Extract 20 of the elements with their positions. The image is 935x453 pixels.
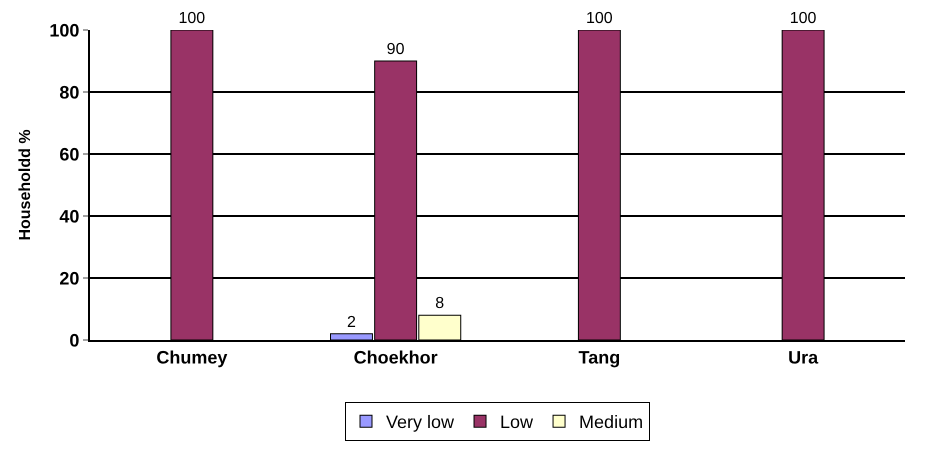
data-label: 2: [346, 314, 356, 331]
y-tick-label: 60: [59, 144, 80, 164]
data-label: 100: [178, 10, 206, 27]
data-label: 100: [586, 10, 613, 27]
legend-label: Low: [500, 412, 534, 432]
data-label: 100: [790, 10, 817, 27]
y-tick-label: 0: [69, 330, 80, 350]
x-tick-label: Choekhor: [354, 348, 438, 368]
x-tick-label: Chumey: [156, 348, 228, 368]
legend-label: Very low: [386, 412, 456, 432]
y-tick-label: 40: [59, 206, 80, 226]
legend-label: Medium: [579, 412, 644, 432]
y-tick-label: 80: [59, 82, 80, 102]
x-tick-label: Ura: [788, 348, 820, 368]
x-tick-label: Tang: [578, 348, 620, 368]
data-label: 90: [386, 41, 405, 58]
y-tick-label: 20: [59, 268, 80, 288]
y-axis-title: Householdd %: [16, 129, 34, 241]
data-label: 8: [435, 295, 444, 312]
y-tick-label: 100: [49, 20, 80, 40]
